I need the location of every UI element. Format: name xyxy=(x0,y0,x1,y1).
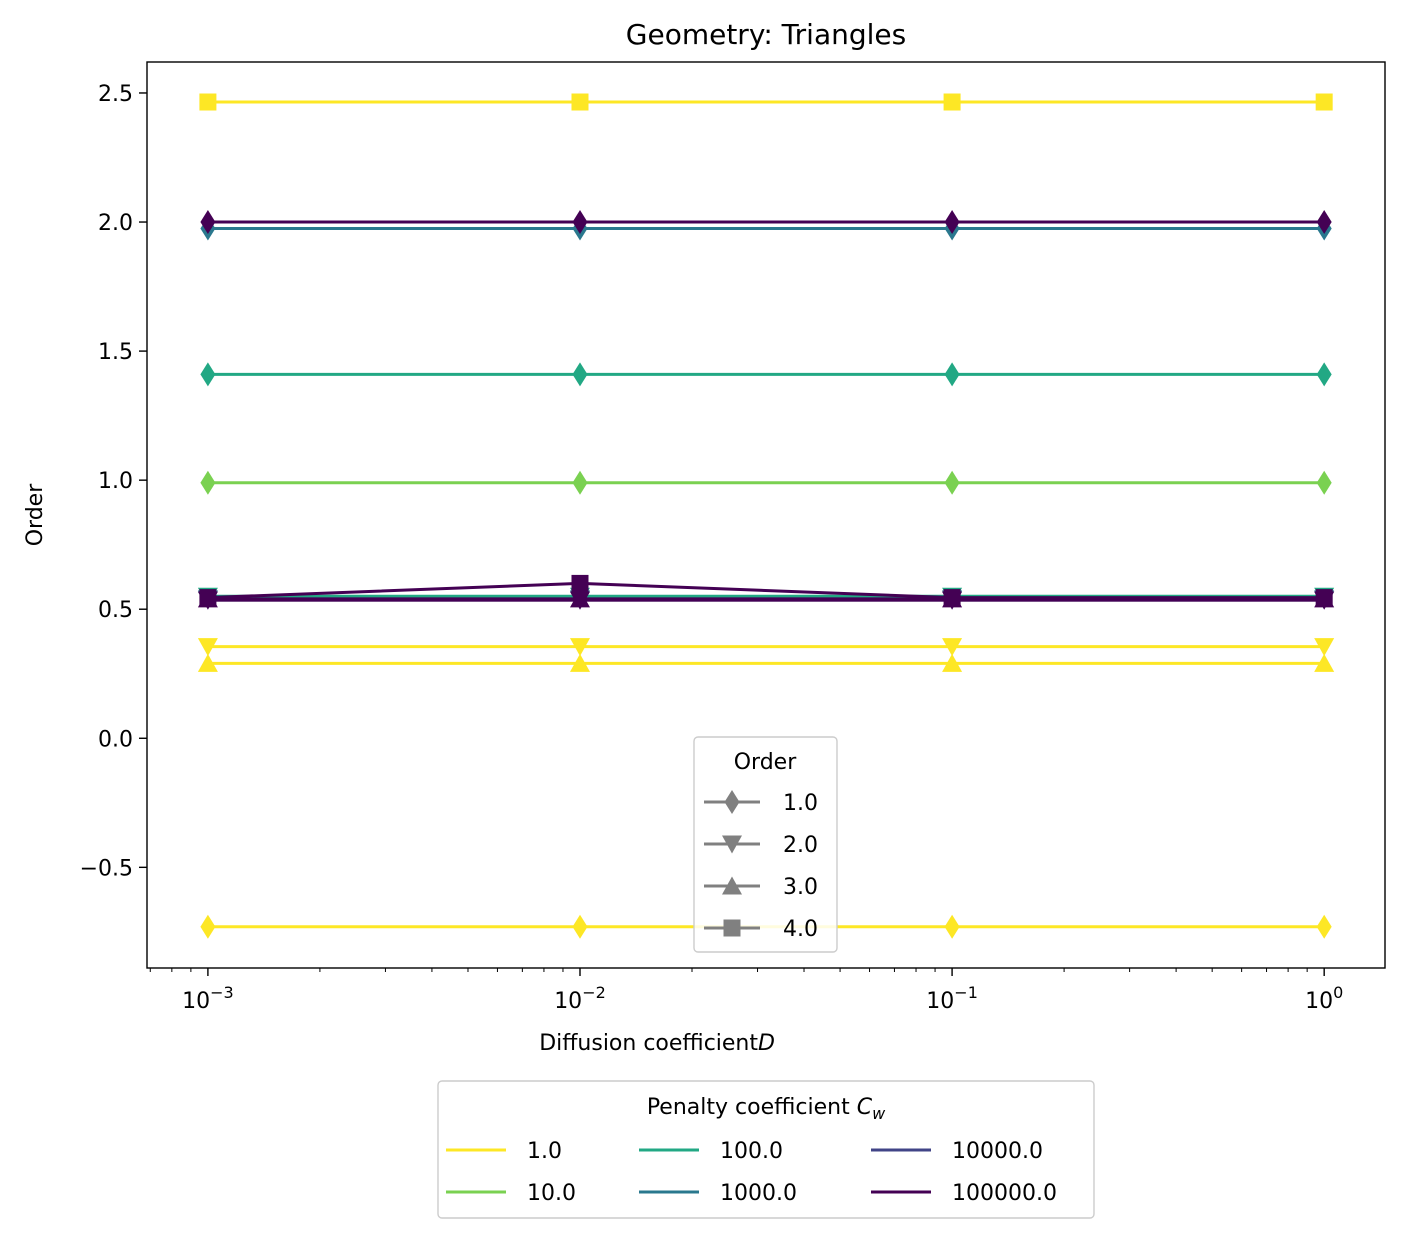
order-legend-item: 2.0 xyxy=(704,833,818,858)
series-line xyxy=(200,216,1332,241)
data-point xyxy=(572,210,588,235)
y-tick-label: 2.5 xyxy=(98,82,133,107)
data-point xyxy=(1316,914,1332,939)
y-axis-label: Order xyxy=(23,483,48,546)
data-point xyxy=(569,653,590,672)
series-line xyxy=(197,638,1335,657)
penalty-legend-item: 100.0 xyxy=(639,1139,783,1164)
x-tick-label: 100 xyxy=(1305,983,1343,1014)
x-tick-label: 10−2 xyxy=(554,983,606,1014)
order-legend: Order 1.0 2.0 3.0 4.0 xyxy=(693,736,838,953)
x-axis-label-var: D xyxy=(758,1031,775,1056)
order-legend-item: 3.0 xyxy=(704,875,818,900)
order-legend-label: 4.0 xyxy=(783,917,818,942)
series-group xyxy=(197,93,1335,939)
data-point xyxy=(944,362,960,387)
data-point xyxy=(944,210,960,235)
penalty-legend-label: 100.0 xyxy=(720,1139,783,1164)
order-legend-box xyxy=(693,736,838,953)
data-point xyxy=(200,210,216,235)
chart-title: Geometry: Triangles xyxy=(626,18,906,51)
penalty-legend-item: 10.0 xyxy=(446,1181,576,1206)
legend-marker xyxy=(722,876,742,895)
penalty-legend-item: 1.0 xyxy=(446,1139,562,1164)
data-point xyxy=(569,589,590,608)
y-tick-label: 1.5 xyxy=(98,340,133,365)
plot-frame xyxy=(146,61,1386,969)
data-point xyxy=(944,914,960,939)
data-point xyxy=(1314,638,1335,657)
penalty-legend-item: 1000.0 xyxy=(639,1181,797,1206)
data-point xyxy=(1315,93,1333,111)
data-point xyxy=(1316,362,1332,387)
order-legend-item: 4.0 xyxy=(704,917,818,942)
data-point xyxy=(944,470,960,495)
data-point xyxy=(200,362,216,387)
y-tick-label: 2.0 xyxy=(98,211,133,236)
data-point xyxy=(571,574,589,592)
data-point xyxy=(572,914,588,939)
series-line xyxy=(197,653,1335,672)
data-point xyxy=(943,589,961,607)
series-line xyxy=(200,210,1332,235)
x-tick-label: 10−3 xyxy=(182,983,234,1014)
penalty-legend-item: 100000.0 xyxy=(871,1181,1057,1206)
data-point xyxy=(1316,210,1332,235)
penalty-legend-title: Penalty coefficient Cw xyxy=(647,1095,886,1123)
data-point xyxy=(197,653,218,672)
data-point xyxy=(197,638,218,657)
order-legend-label: 2.0 xyxy=(783,833,818,858)
data-point xyxy=(199,589,217,607)
data-point xyxy=(942,653,963,672)
order-legend-label: 3.0 xyxy=(783,875,818,900)
legend-marker xyxy=(723,919,741,937)
data-point xyxy=(200,470,216,495)
data-point xyxy=(943,93,961,111)
order-legend-label: 1.0 xyxy=(783,791,818,816)
data-point xyxy=(572,362,588,387)
series-line xyxy=(200,362,1332,387)
data-point xyxy=(942,638,963,657)
legend-marker xyxy=(724,790,740,814)
order-legend-title: Order xyxy=(734,750,797,775)
x-axis-label: Diffusion coefficient xyxy=(539,1031,758,1056)
x-tick-label: 10−1 xyxy=(926,983,978,1014)
y-tick-label: 0.0 xyxy=(98,727,133,752)
data-point xyxy=(200,914,216,939)
y-tick-label: −0.5 xyxy=(80,856,133,881)
series-line xyxy=(200,470,1332,495)
data-point xyxy=(1316,470,1332,495)
data-point xyxy=(572,470,588,495)
penalty-legend: Penalty coefficient Cw 1.0 10.0 100.0 1000.0… xyxy=(437,1080,1095,1219)
data-point xyxy=(1315,589,1333,607)
y-tick-label: 0.5 xyxy=(98,598,133,623)
series-line xyxy=(197,591,1335,610)
penalty-legend-box xyxy=(437,1080,1095,1219)
series-line xyxy=(199,574,1333,607)
y-tick-label: 1.0 xyxy=(98,469,133,494)
data-point xyxy=(571,93,589,111)
data-point xyxy=(199,93,217,111)
penalty-legend-label: 100000.0 xyxy=(952,1181,1057,1206)
data-point xyxy=(569,638,590,657)
legend-marker xyxy=(722,835,742,854)
penalty-legend-label: 10000.0 xyxy=(952,1139,1043,1164)
penalty-legend-label: 1000.0 xyxy=(720,1181,797,1206)
penalty-legend-label: 10.0 xyxy=(527,1181,576,1206)
penalty-legend-item: 10000.0 xyxy=(871,1139,1043,1164)
penalty-legend-label: 1.0 xyxy=(527,1139,562,1164)
data-point xyxy=(1314,653,1335,672)
series-path xyxy=(207,581,1325,600)
series-line xyxy=(199,93,1333,111)
order-legend-item: 1.0 xyxy=(704,790,818,816)
